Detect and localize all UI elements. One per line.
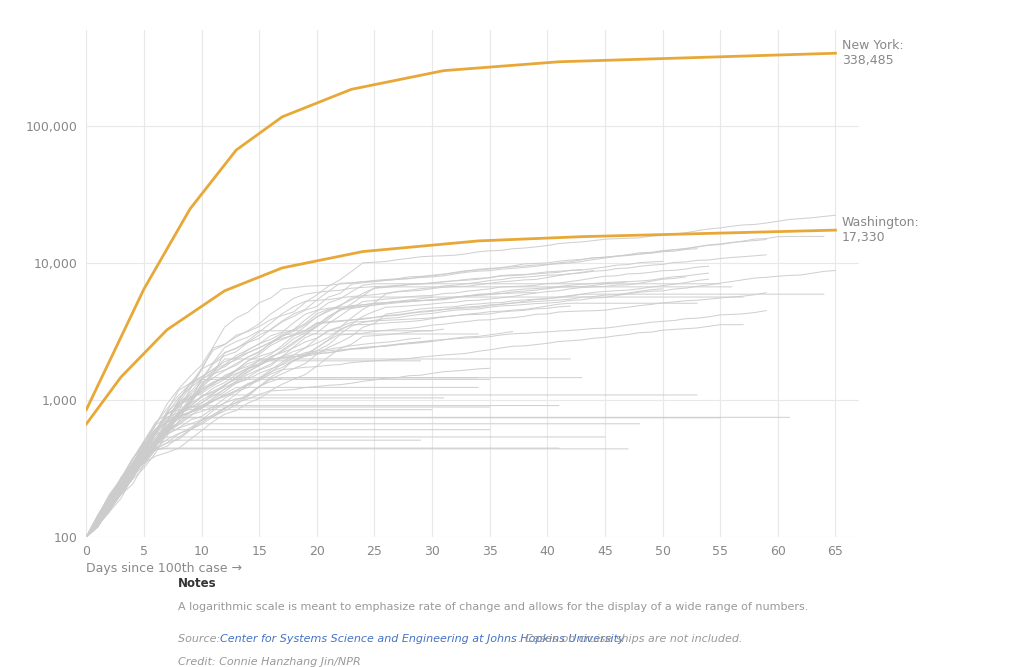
Text: Credit: Connie Hanzhang Jin/NPR: Credit: Connie Hanzhang Jin/NPR bbox=[178, 657, 361, 667]
Text: Center for Systems Science and Engineering at Johns Hopkins University: Center for Systems Science and Engineeri… bbox=[220, 634, 625, 644]
Text: Days since 100th case →: Days since 100th case → bbox=[86, 562, 243, 574]
Text: New York:
338,485: New York: 338,485 bbox=[842, 39, 903, 67]
Text: Notes: Notes bbox=[178, 577, 216, 590]
Text: Source:: Source: bbox=[178, 634, 224, 644]
Text: . Cases on cruise ships are not included.: . Cases on cruise ships are not included… bbox=[518, 634, 743, 644]
Text: A logarithmic scale is meant to emphasize rate of change and allows for the disp: A logarithmic scale is meant to emphasiz… bbox=[178, 602, 808, 612]
Text: Washington:
17,330: Washington: 17,330 bbox=[842, 216, 919, 244]
